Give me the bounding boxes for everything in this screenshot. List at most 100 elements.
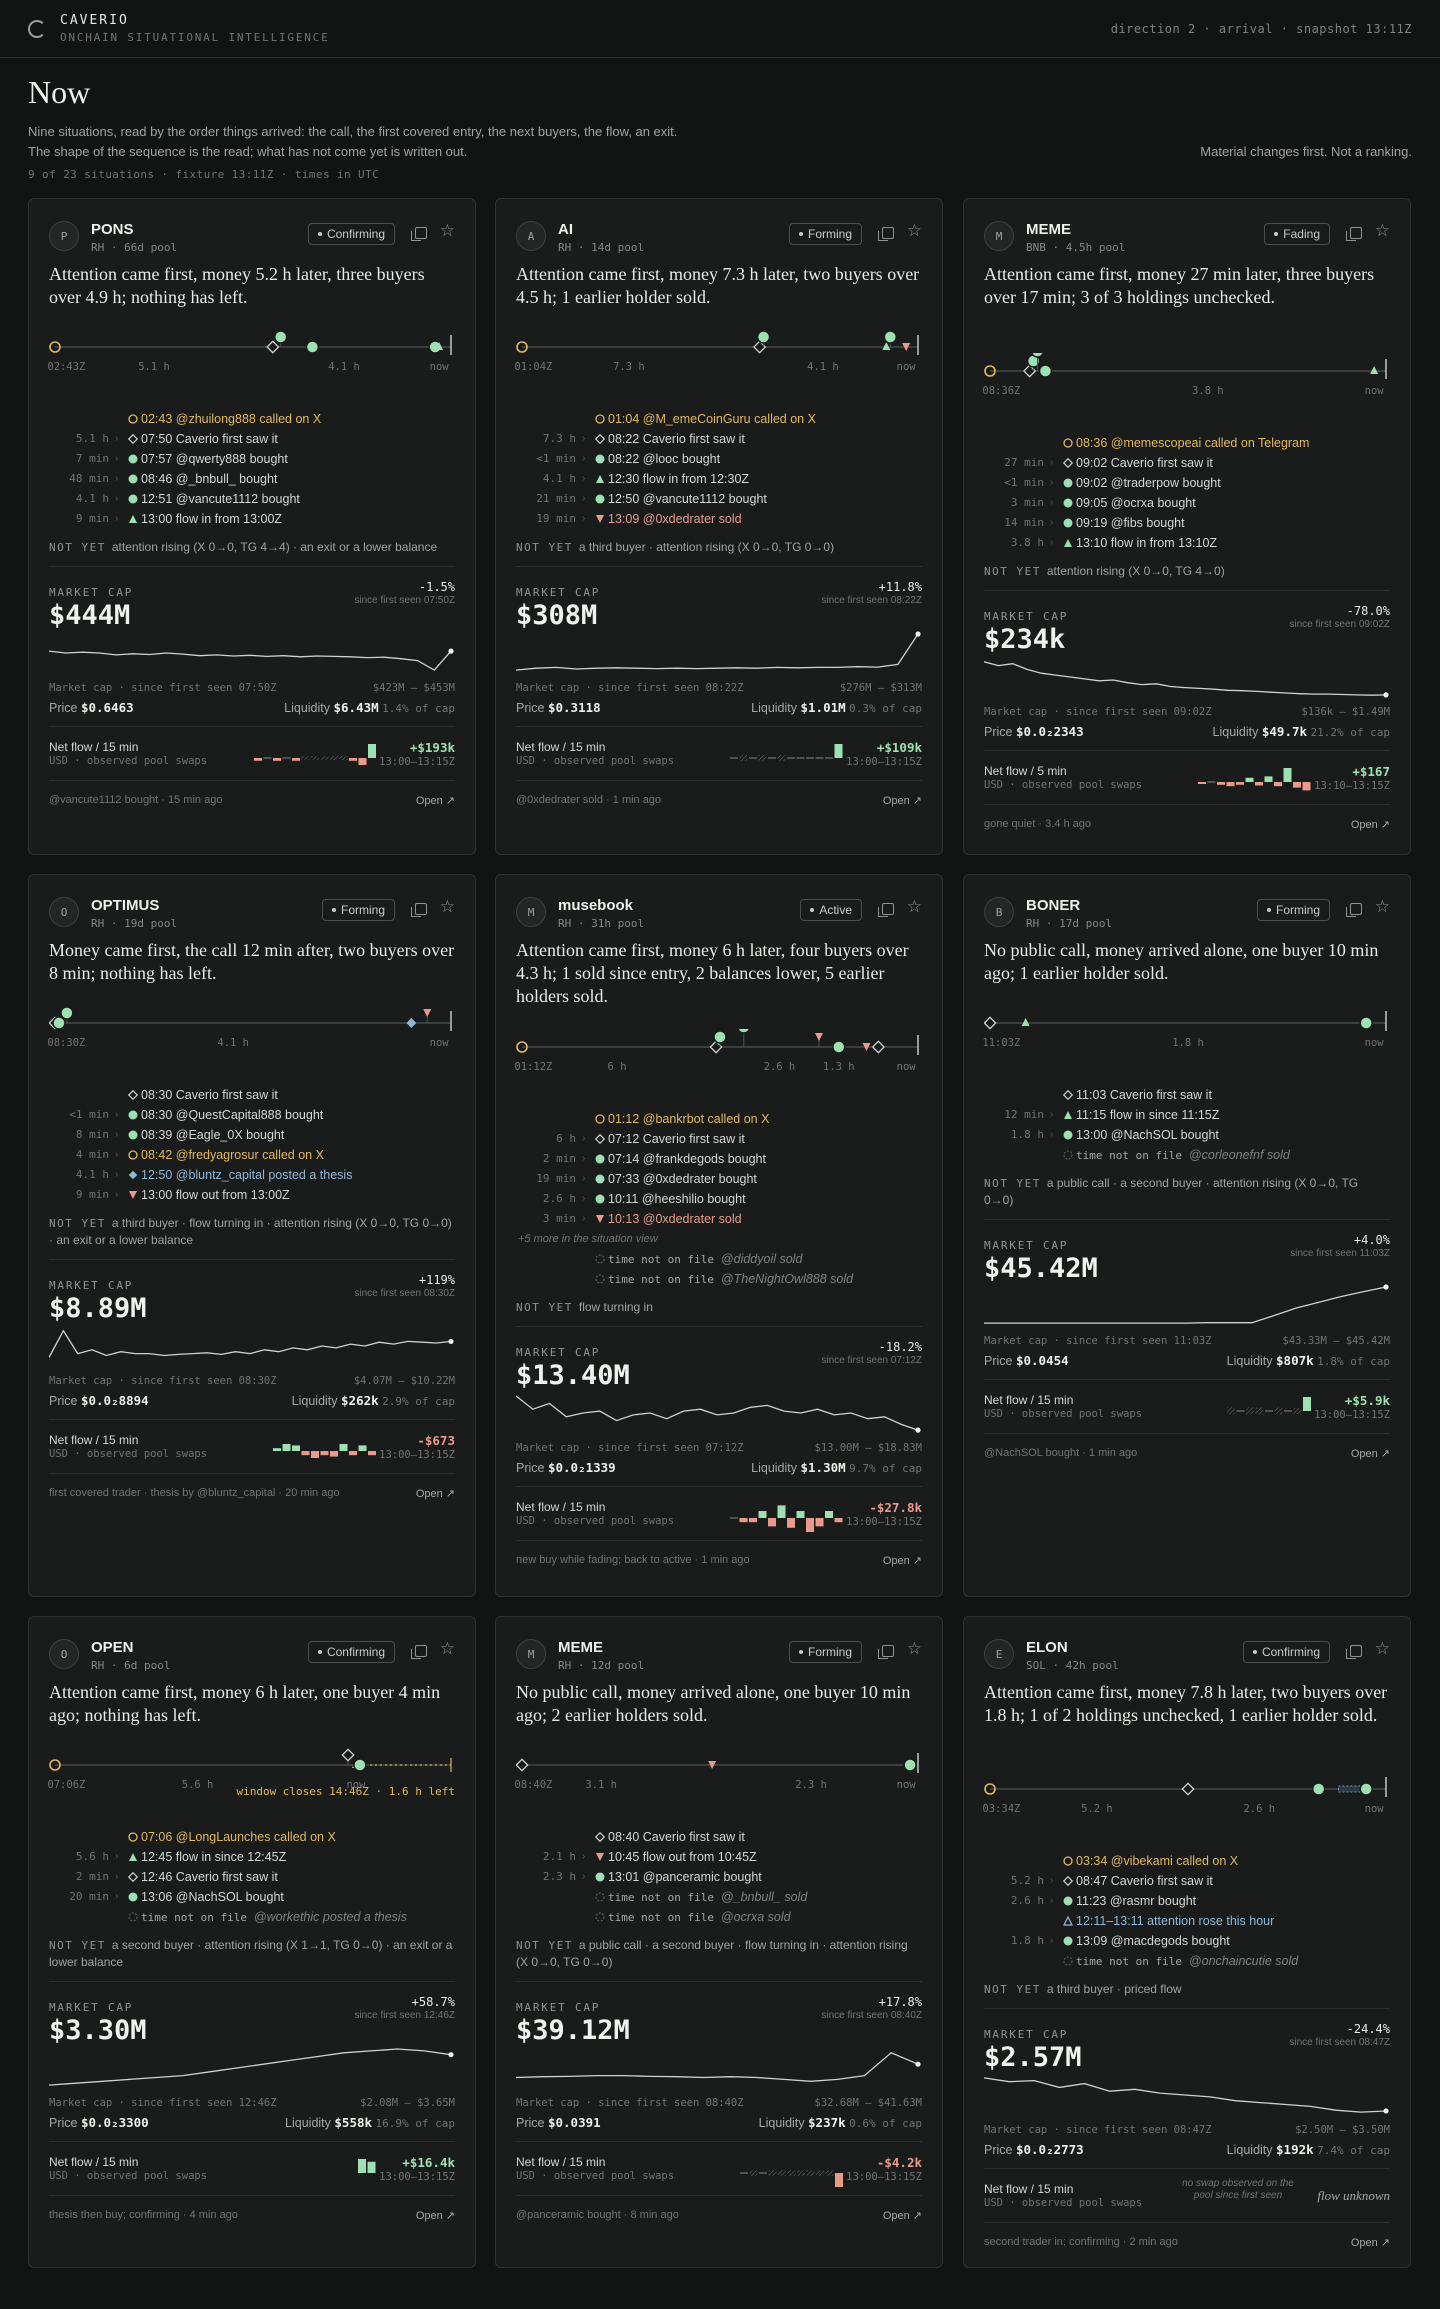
brand[interactable]: CAVERIO ONCHAIN SITUATIONAL INTELLIGENCE [28,13,330,44]
event-text[interactable]: 08:46 @_bnbull_ bought [141,472,278,486]
event-text[interactable]: 01:12 @bankrbot called on X [608,1112,770,1126]
faded-event-text[interactable]: @workethic posted a thesis [253,1909,407,1924]
copy-icon[interactable] [878,227,894,241]
star-icon[interactable]: ☆ [1374,1639,1390,1658]
event-text[interactable]: 08:30 @QuestCapital888 bought [141,1108,324,1122]
event-text[interactable]: 07:14 @frankdegods bought [608,1152,766,1166]
event-text[interactable]: 13:06 @NachSOL bought [141,1890,284,1904]
faded-event-text[interactable]: @ocrxa sold [720,1909,791,1924]
situation-card[interactable]: M MEME BNB · 4.5h pool Fading ☆ Attentio… [963,198,1411,855]
event-text[interactable]: 08:22 @looc bought [608,452,721,466]
event-text[interactable]: 12:51 @vancute1112 bought [141,492,300,506]
faded-event-text[interactable]: @diddyoil sold [720,1251,803,1266]
event-text[interactable]: 12:50 @bluntz_capital posted a thesis [141,1168,353,1182]
star-icon[interactable]: ☆ [906,1639,922,1658]
star-icon[interactable]: ☆ [439,1639,455,1658]
copy-icon[interactable] [878,903,894,917]
situation-card[interactable]: P PONS RH · 66d pool Confirming ☆ Attent… [28,198,476,855]
chain-pool-age: RH · 66d pool [91,241,178,254]
event-text[interactable]: 12:30 flow in from 12:30Z [608,472,750,486]
open-situation-link[interactable]: Open ↗ [1350,2237,1390,2249]
open-situation-link[interactable]: Open ↗ [1350,819,1390,831]
event-text[interactable]: 09:02 @traderpow bought [1076,476,1221,490]
event-text[interactable]: 13:00 flow out from 13:00Z [141,1188,290,1202]
event-text[interactable]: 12:46 Caverio first saw it [141,1870,278,1884]
star-icon[interactable]: ☆ [906,897,922,916]
event-text[interactable]: 10:45 flow out from 10:45Z [608,1850,757,1864]
token-ticker[interactable]: AI [558,221,573,238]
event-text[interactable]: 12:50 @vancute1112 bought [608,492,767,506]
copy-icon[interactable] [1346,227,1362,241]
faded-event-text[interactable]: @TheNightOwl888 sold [720,1271,854,1286]
star-icon[interactable]: ☆ [1374,897,1390,916]
token-ticker[interactable]: OPEN [91,1639,134,1656]
situation-card[interactable]: M MEME RH · 12d pool Forming ☆ No public… [495,1616,943,2268]
token-ticker[interactable]: OPTIMUS [91,897,160,914]
situation-card[interactable]: O OPTIMUS RH · 19d pool Forming ☆ Money … [28,874,476,1597]
event-text[interactable]: 01:04 @M_emeCoinGuru called on X [608,412,816,426]
event-text[interactable]: 07:50 Caverio first saw it [141,432,278,446]
event-text[interactable]: 08:40 Caverio first saw it [608,1830,745,1844]
event-text[interactable]: 08:36 @memescopeai called on Telegram [1076,436,1310,450]
event-text[interactable]: 13:09 @macdegods bought [1076,1934,1230,1948]
situation-card[interactable]: M musebook RH · 31h pool Active ☆ Attent… [495,874,943,1597]
open-situation-link[interactable]: Open ↗ [415,795,455,807]
open-situation-link[interactable]: Open ↗ [882,795,922,807]
copy-icon[interactable] [411,227,427,241]
event-text[interactable]: 11:23 @rasmr bought [1076,1894,1197,1908]
event-text[interactable]: 11:15 flow in since 11:15Z [1076,1108,1220,1122]
open-situation-link[interactable]: Open ↗ [882,1555,922,1567]
faded-event-text[interactable]: @corleonefnf sold [1188,1147,1290,1162]
event-text[interactable]: 03:34 @vibekami called on X [1076,1854,1239,1868]
event-text[interactable]: 08:39 @Eagle_0X bought [141,1128,285,1142]
copy-icon[interactable] [411,1645,427,1659]
open-situation-link[interactable]: Open ↗ [1350,1448,1390,1460]
faded-event-text[interactable]: @onchaincutie sold [1188,1953,1299,1968]
situation-card[interactable]: A AI RH · 14d pool Forming ☆ Attention c… [495,198,943,855]
event-text[interactable]: 08:47 Caverio first saw it [1076,1874,1213,1888]
event-text[interactable]: 12:11–13:11 attention rose this hour [1076,1914,1275,1928]
event-text[interactable]: 09:02 Caverio first saw it [1076,456,1213,470]
event-text[interactable]: 11:03 Caverio first saw it [1076,1088,1212,1102]
star-icon[interactable]: ☆ [439,897,455,916]
event-text[interactable]: 02:43 @zhuilong888 called on X [141,412,322,426]
open-situation-link[interactable]: Open ↗ [415,1488,455,1500]
event-text[interactable]: 08:42 @fredyagrosur called on X [141,1148,324,1162]
event-text[interactable]: 12:45 flow in since 12:45Z [141,1850,287,1864]
copy-icon[interactable] [1346,1645,1362,1659]
event-text[interactable]: 09:05 @ocrxa bought [1076,496,1196,510]
situation-card[interactable]: E ELON SOL · 42h pool Confirming ☆ Atten… [963,1616,1411,2268]
event-text[interactable]: 07:12 Caverio first saw it [608,1132,745,1146]
copy-icon[interactable] [411,903,427,917]
event-text[interactable]: 09:19 @fibs bought [1076,516,1185,530]
more-events-link[interactable]: +5 more in the situation view [518,1233,658,1245]
event-text[interactable]: 08:22 Caverio first saw it [608,432,745,446]
star-icon[interactable]: ☆ [906,221,922,240]
token-ticker[interactable]: PONS [91,221,134,238]
star-icon[interactable]: ☆ [439,221,455,240]
open-situation-link[interactable]: Open ↗ [882,2210,922,2222]
event-text[interactable]: 13:01 @panceramic bought [608,1870,762,1884]
event-text[interactable]: 07:33 @0xdedrater bought [608,1172,757,1186]
faded-event-text[interactable]: @_bnbull_ sold [720,1889,808,1904]
copy-icon[interactable] [1346,903,1362,917]
situation-card[interactable]: O OPEN RH · 6d pool Confirming ☆ Attenti… [28,1616,476,2268]
event-text[interactable]: 13:00 @NachSOL bought [1076,1128,1219,1142]
star-icon[interactable]: ☆ [1374,221,1390,240]
event-text[interactable]: 07:57 @qwerty888 bought [141,452,288,466]
token-ticker[interactable]: BONER [1026,897,1081,914]
event-text[interactable]: 13:09 @0xdedrater sold [608,512,742,526]
event-text[interactable]: 13:00 flow in from 13:00Z [141,512,283,526]
situation-card[interactable]: B BONER RH · 17d pool Forming ☆ No publi… [963,874,1411,1597]
event-text[interactable]: 08:30 Caverio first saw it [141,1088,278,1102]
event-text[interactable]: 10:11 @heeshilio bought [608,1192,746,1206]
copy-icon[interactable] [878,1645,894,1659]
open-situation-link[interactable]: Open ↗ [415,2210,455,2222]
token-ticker[interactable]: musebook [558,897,634,914]
token-ticker[interactable]: MEME [558,1639,603,1656]
event-text[interactable]: 07:06 @LongLaunches called on X [141,1830,336,1844]
token-ticker[interactable]: MEME [1026,221,1071,238]
event-text[interactable]: 13:10 flow in from 13:10Z [1076,536,1218,550]
token-ticker[interactable]: ELON [1026,1639,1068,1656]
event-text[interactable]: 10:13 @0xdedrater sold [608,1212,742,1226]
